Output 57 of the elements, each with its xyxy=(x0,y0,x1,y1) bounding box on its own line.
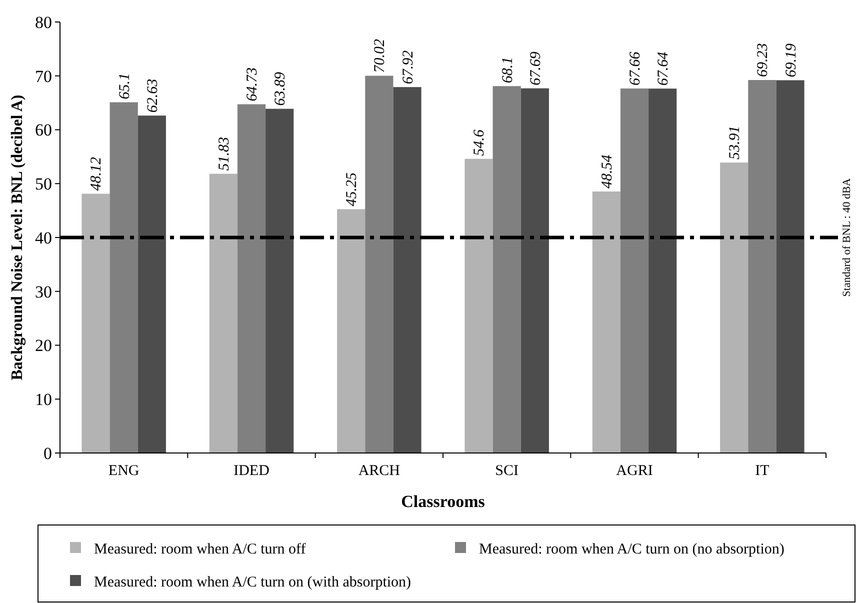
bar xyxy=(110,102,138,453)
data-label: 62.63 xyxy=(144,78,161,113)
legend-label: Measured: room when A/C turn on (no absorption) xyxy=(479,541,784,558)
data-label: 48.54 xyxy=(599,154,616,188)
bar xyxy=(365,76,394,453)
data-label: 70.02 xyxy=(372,38,388,73)
y-tick-label: 20 xyxy=(35,336,52,356)
y-tick-label: 40 xyxy=(35,228,52,248)
x-tick-label: IT xyxy=(755,463,770,479)
y-axis-title: Background Noise Level: BNL (decibel A) xyxy=(9,94,26,380)
y-tick-label: 80 xyxy=(35,12,52,32)
bar xyxy=(237,104,266,453)
data-label: 69.23 xyxy=(755,43,772,78)
data-label: 54.6 xyxy=(472,129,488,156)
x-tick-label: SCI xyxy=(495,463,519,479)
bar xyxy=(592,191,620,453)
bar xyxy=(648,88,677,453)
ref-line-label: Standard of BNL : 40 dBA xyxy=(841,178,853,297)
data-label: 69.19 xyxy=(783,42,800,78)
y-tick-label: 0 xyxy=(44,444,52,463)
y-tick-label: 70 xyxy=(35,66,52,86)
legend-label: Measured: room when A/C turn on (with absorption) xyxy=(94,574,412,590)
data-label: 48.12 xyxy=(88,156,105,191)
y-tick-label: 60 xyxy=(35,120,52,140)
bar xyxy=(209,174,238,453)
x-tick-label: IDED xyxy=(234,463,270,479)
data-label: 68.1 xyxy=(500,56,516,84)
data-label: 63.89 xyxy=(272,72,289,106)
data-label: 64.73 xyxy=(244,68,260,102)
x-tick-label: AGRI xyxy=(616,463,653,479)
bar xyxy=(620,88,649,453)
data-label: 45.25 xyxy=(344,172,360,206)
bar xyxy=(720,162,748,453)
data-label: 65.1 xyxy=(116,73,133,100)
bar xyxy=(492,86,521,453)
legend-label: Measured: room when A/C turn off xyxy=(94,541,306,558)
x-tick-label: ARCH xyxy=(358,463,400,479)
data-label: 67.69 xyxy=(528,51,544,86)
data-label: 67.92 xyxy=(400,50,416,84)
y-tick-label: 10 xyxy=(35,390,52,410)
bar xyxy=(748,80,776,453)
bar xyxy=(520,88,549,453)
data-label: 67.64 xyxy=(656,51,672,86)
x-axis-title: Classrooms xyxy=(401,492,486,511)
data-label: 67.66 xyxy=(628,51,644,86)
bar xyxy=(393,87,422,453)
data-label: 51.83 xyxy=(216,137,232,171)
data-label: 53.91 xyxy=(727,126,744,160)
y-tick-label: 30 xyxy=(35,282,52,302)
x-tick-label: ENG xyxy=(108,463,140,479)
bar xyxy=(82,194,110,453)
bar xyxy=(138,116,166,453)
bar xyxy=(337,209,366,453)
y-tick-label: 50 xyxy=(35,174,52,194)
bar xyxy=(464,158,493,453)
bar xyxy=(776,80,804,453)
bar xyxy=(266,108,294,453)
